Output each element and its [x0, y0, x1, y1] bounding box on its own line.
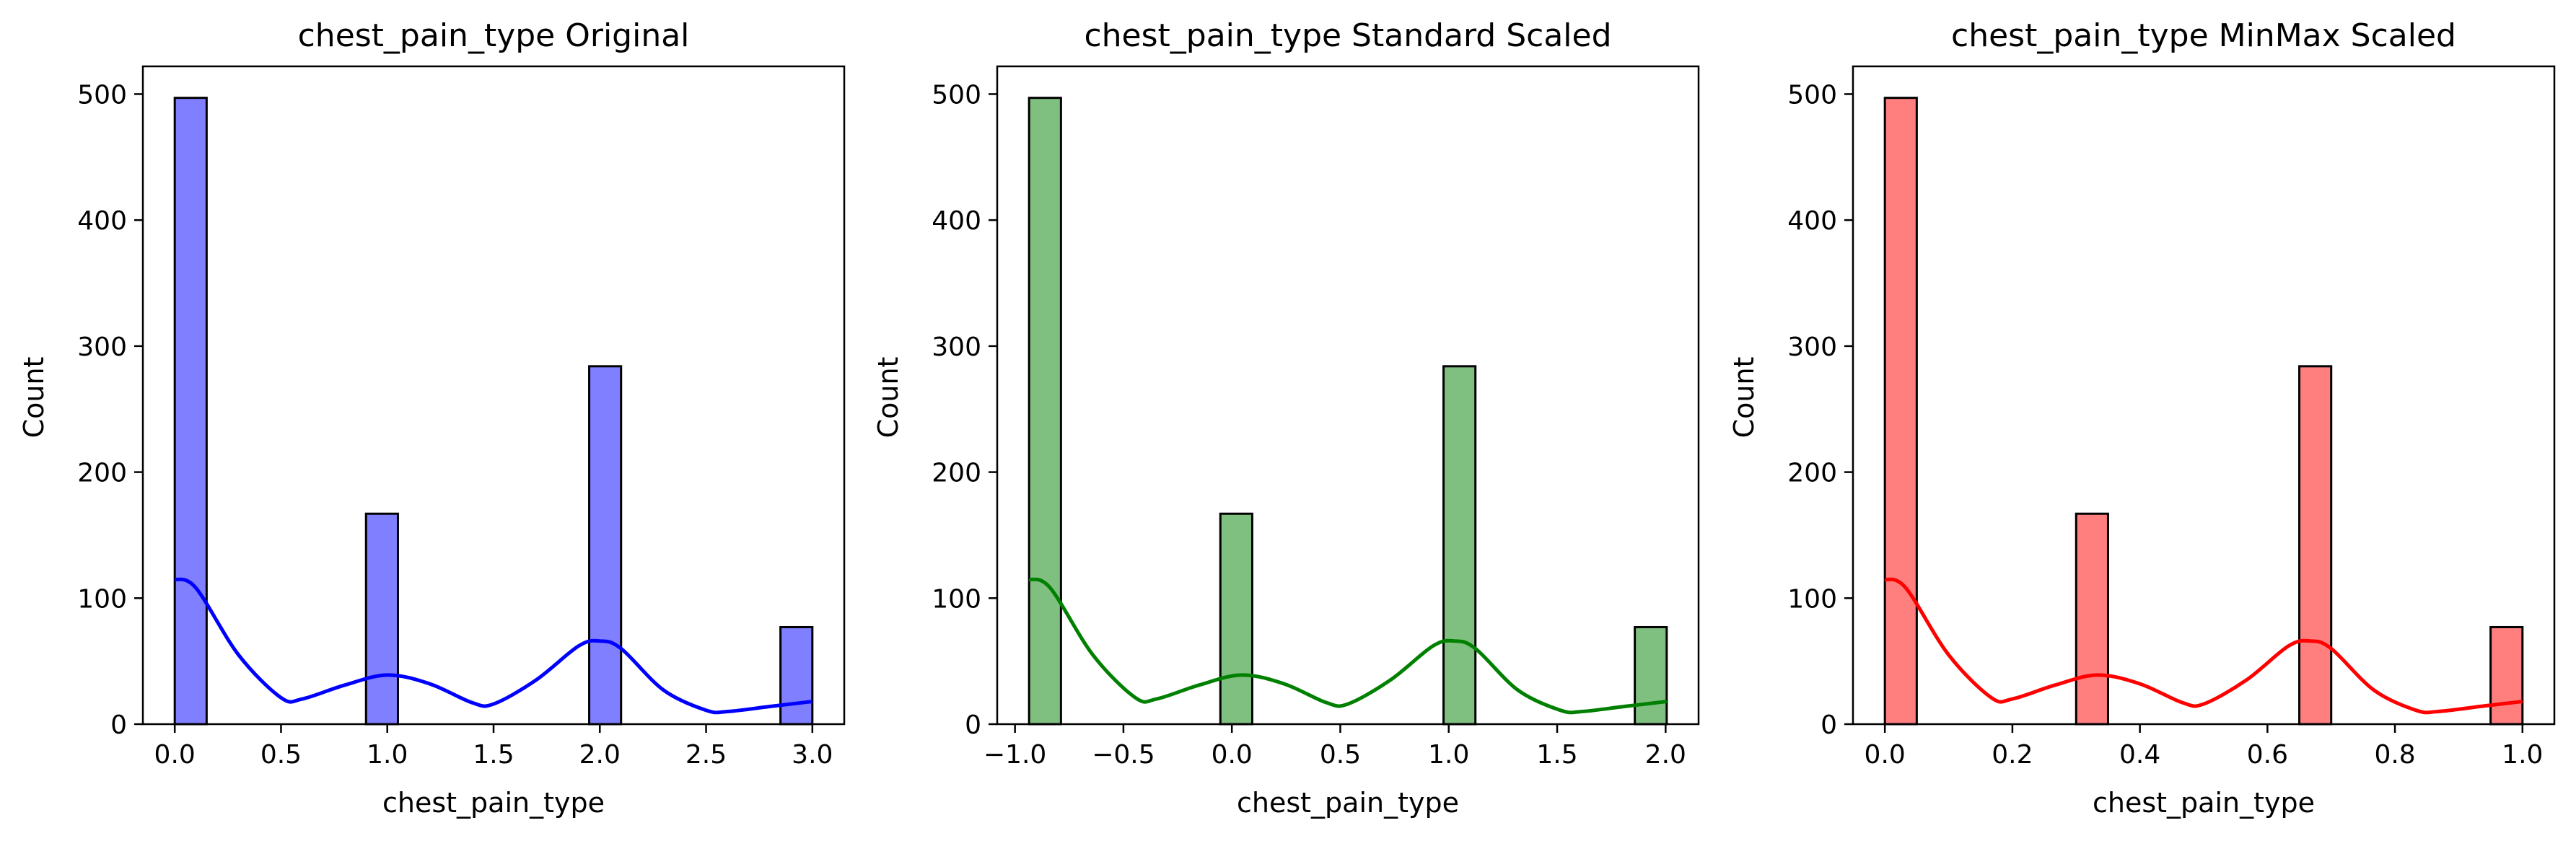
y-tick-label: 100	[932, 584, 981, 614]
histogram-bar	[2489, 625, 2524, 726]
kde-line	[174, 577, 813, 715]
y-tick-label: 300	[932, 333, 981, 362]
x-tick-label: −0.5	[1092, 740, 1155, 770]
x-tick-label: 0.8	[2374, 740, 2415, 770]
subplot-standard-scaled: chest_pain_type Standard Scaled −1.0 −0.5…	[872, 17, 1700, 819]
chart-title: chest_pain_type MinMax Scaled	[1951, 17, 2456, 54]
chart-title: chest_pain_type Original	[298, 17, 690, 54]
plot-area: −1.0 −0.5 0.0 0.5 1.0 1.5 2.0 0 100 200 300 400 500	[932, 65, 1700, 770]
x-axis-label: chest_pain_type	[382, 787, 605, 819]
y-tick-label: 500	[77, 80, 127, 110]
x-tick-label: 0.4	[2119, 740, 2160, 770]
x-tick-label: 0.5	[1320, 740, 1361, 770]
y-tick-label: 100	[1787, 584, 1837, 614]
histogram-bar	[1028, 97, 1062, 726]
histogram-bar	[1442, 365, 1477, 726]
y-tick-label: 0	[1821, 710, 1837, 740]
histogram-bar	[1883, 97, 1918, 726]
x-tick-label: 0.0	[1865, 740, 1906, 770]
y-tick-label: 500	[932, 80, 981, 110]
x-tick-label: 1.5	[473, 740, 514, 770]
y-tick-label: 400	[77, 206, 127, 236]
plot-area: 0.0 0.2 0.4 0.6 0.8 1.0 0 100 200 300 400 500	[1787, 65, 2556, 770]
kde-line	[1028, 577, 1668, 715]
chart-title: chest_pain_type Standard Scaled	[1084, 17, 1611, 54]
y-axis-label: Count	[1728, 357, 1760, 439]
histogram-bar	[2298, 365, 2333, 726]
x-tick-label: 0.6	[2247, 740, 2288, 770]
y-tick-label: 200	[77, 459, 127, 488]
y-tick-label: 500	[1787, 80, 1837, 110]
x-tick-label: 1.0	[367, 740, 408, 770]
x-tick-label: 0.5	[260, 740, 302, 770]
x-tick-label: 1.0	[2502, 740, 2543, 770]
x-tick-label: 1.5	[1536, 740, 1577, 770]
x-tick-label: 2.5	[685, 740, 727, 770]
y-tick-label: 400	[1787, 206, 1837, 236]
y-tick-label: 200	[932, 459, 981, 488]
x-tick-label: 0.0	[154, 740, 196, 770]
kde-line	[1884, 577, 2523, 715]
histogram-bar	[779, 625, 814, 726]
y-tick-label: 100	[77, 584, 127, 614]
x-tick-label: 0.2	[1992, 740, 2033, 770]
histogram-bar	[364, 512, 399, 726]
histogram-bar	[1219, 512, 1253, 726]
histogram-bar	[173, 97, 208, 726]
x-tick-label: 0.0	[1212, 740, 1253, 770]
x-tick-label: 2.0	[579, 740, 621, 770]
x-tick-label: 2.0	[1645, 740, 1686, 770]
y-tick-label: 0	[965, 710, 981, 740]
y-axis-label: Count	[18, 357, 50, 439]
x-axis-label: chest_pain_type	[1237, 787, 1459, 819]
y-tick-label: 300	[1787, 333, 1837, 362]
y-tick-label: 0	[110, 710, 127, 740]
y-axis-label: Count	[872, 357, 904, 439]
axes-frame	[1852, 65, 2556, 726]
axes-frame	[141, 65, 846, 726]
histogram-bar	[2075, 512, 2109, 726]
y-tick-label: 400	[932, 206, 981, 236]
axes-frame	[996, 65, 1700, 726]
histogram-bar	[1634, 625, 1668, 726]
subplot-original: chest_pain_type Original 0.0 0.5 1.0 1.5 2.0…	[18, 17, 846, 819]
subplot-minmax-scaled: chest_pain_type MinMax Scaled 0.0 0.2 0.4 0…	[1728, 17, 2556, 819]
y-tick-label: 200	[1787, 459, 1837, 488]
plot-area: 0.0 0.5 1.0 1.5 2.0 2.5 3.0 0 100 200 300 400 500	[77, 65, 846, 770]
y-tick-label: 300	[77, 333, 127, 362]
histogram-bar	[588, 365, 623, 726]
x-tick-label: −1.0	[983, 740, 1046, 770]
x-axis-label: chest_pain_type	[2093, 787, 2315, 819]
x-tick-label: 3.0	[792, 740, 833, 770]
x-tick-label: 1.0	[1428, 740, 1469, 770]
